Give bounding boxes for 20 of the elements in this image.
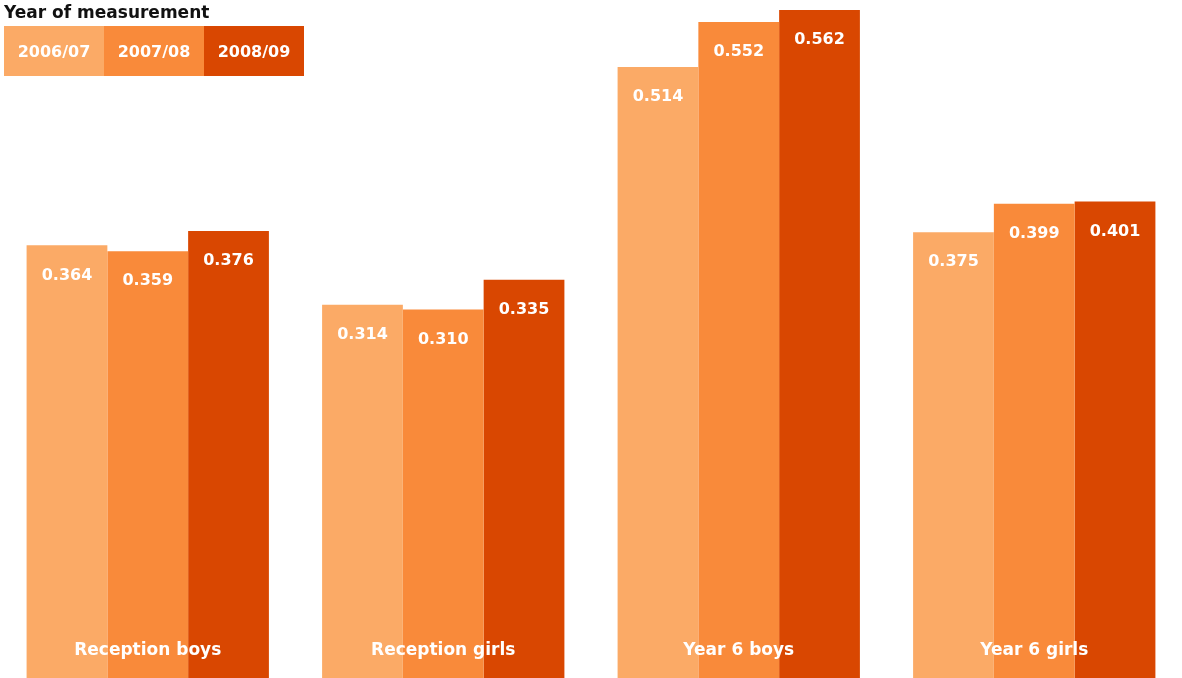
text: 2008/09 <box>204 26 304 76</box>
data-label: 0.314 <box>337 323 388 343</box>
x-tick-label: Year 6 boys <box>682 639 795 660</box>
text: 2007/08 <box>104 26 204 76</box>
data-label: 0.399 <box>1008 222 1060 242</box>
x-tick-label: Reception boys <box>74 639 222 660</box>
data-label: 0.335 <box>498 298 550 318</box>
data-label: 0.310 <box>417 328 469 348</box>
text: 2006/07 <box>4 26 104 76</box>
data-label: 0.401 <box>1089 220 1141 240</box>
data-label: 0.376 <box>203 250 254 270</box>
data-label: 0.364 <box>41 264 93 284</box>
data-label: 0.375 <box>928 251 979 271</box>
legend-title: Year of measurement <box>4 2 211 22</box>
data-label: 0.514 <box>632 86 684 106</box>
x-tick-label: Year 6 girls <box>979 639 1089 660</box>
data-label: 0.562 <box>794 29 845 49</box>
data-label: 0.552 <box>713 41 765 61</box>
x-tick-label: Reception girls <box>371 639 516 660</box>
data-label: 0.359 <box>122 270 174 290</box>
